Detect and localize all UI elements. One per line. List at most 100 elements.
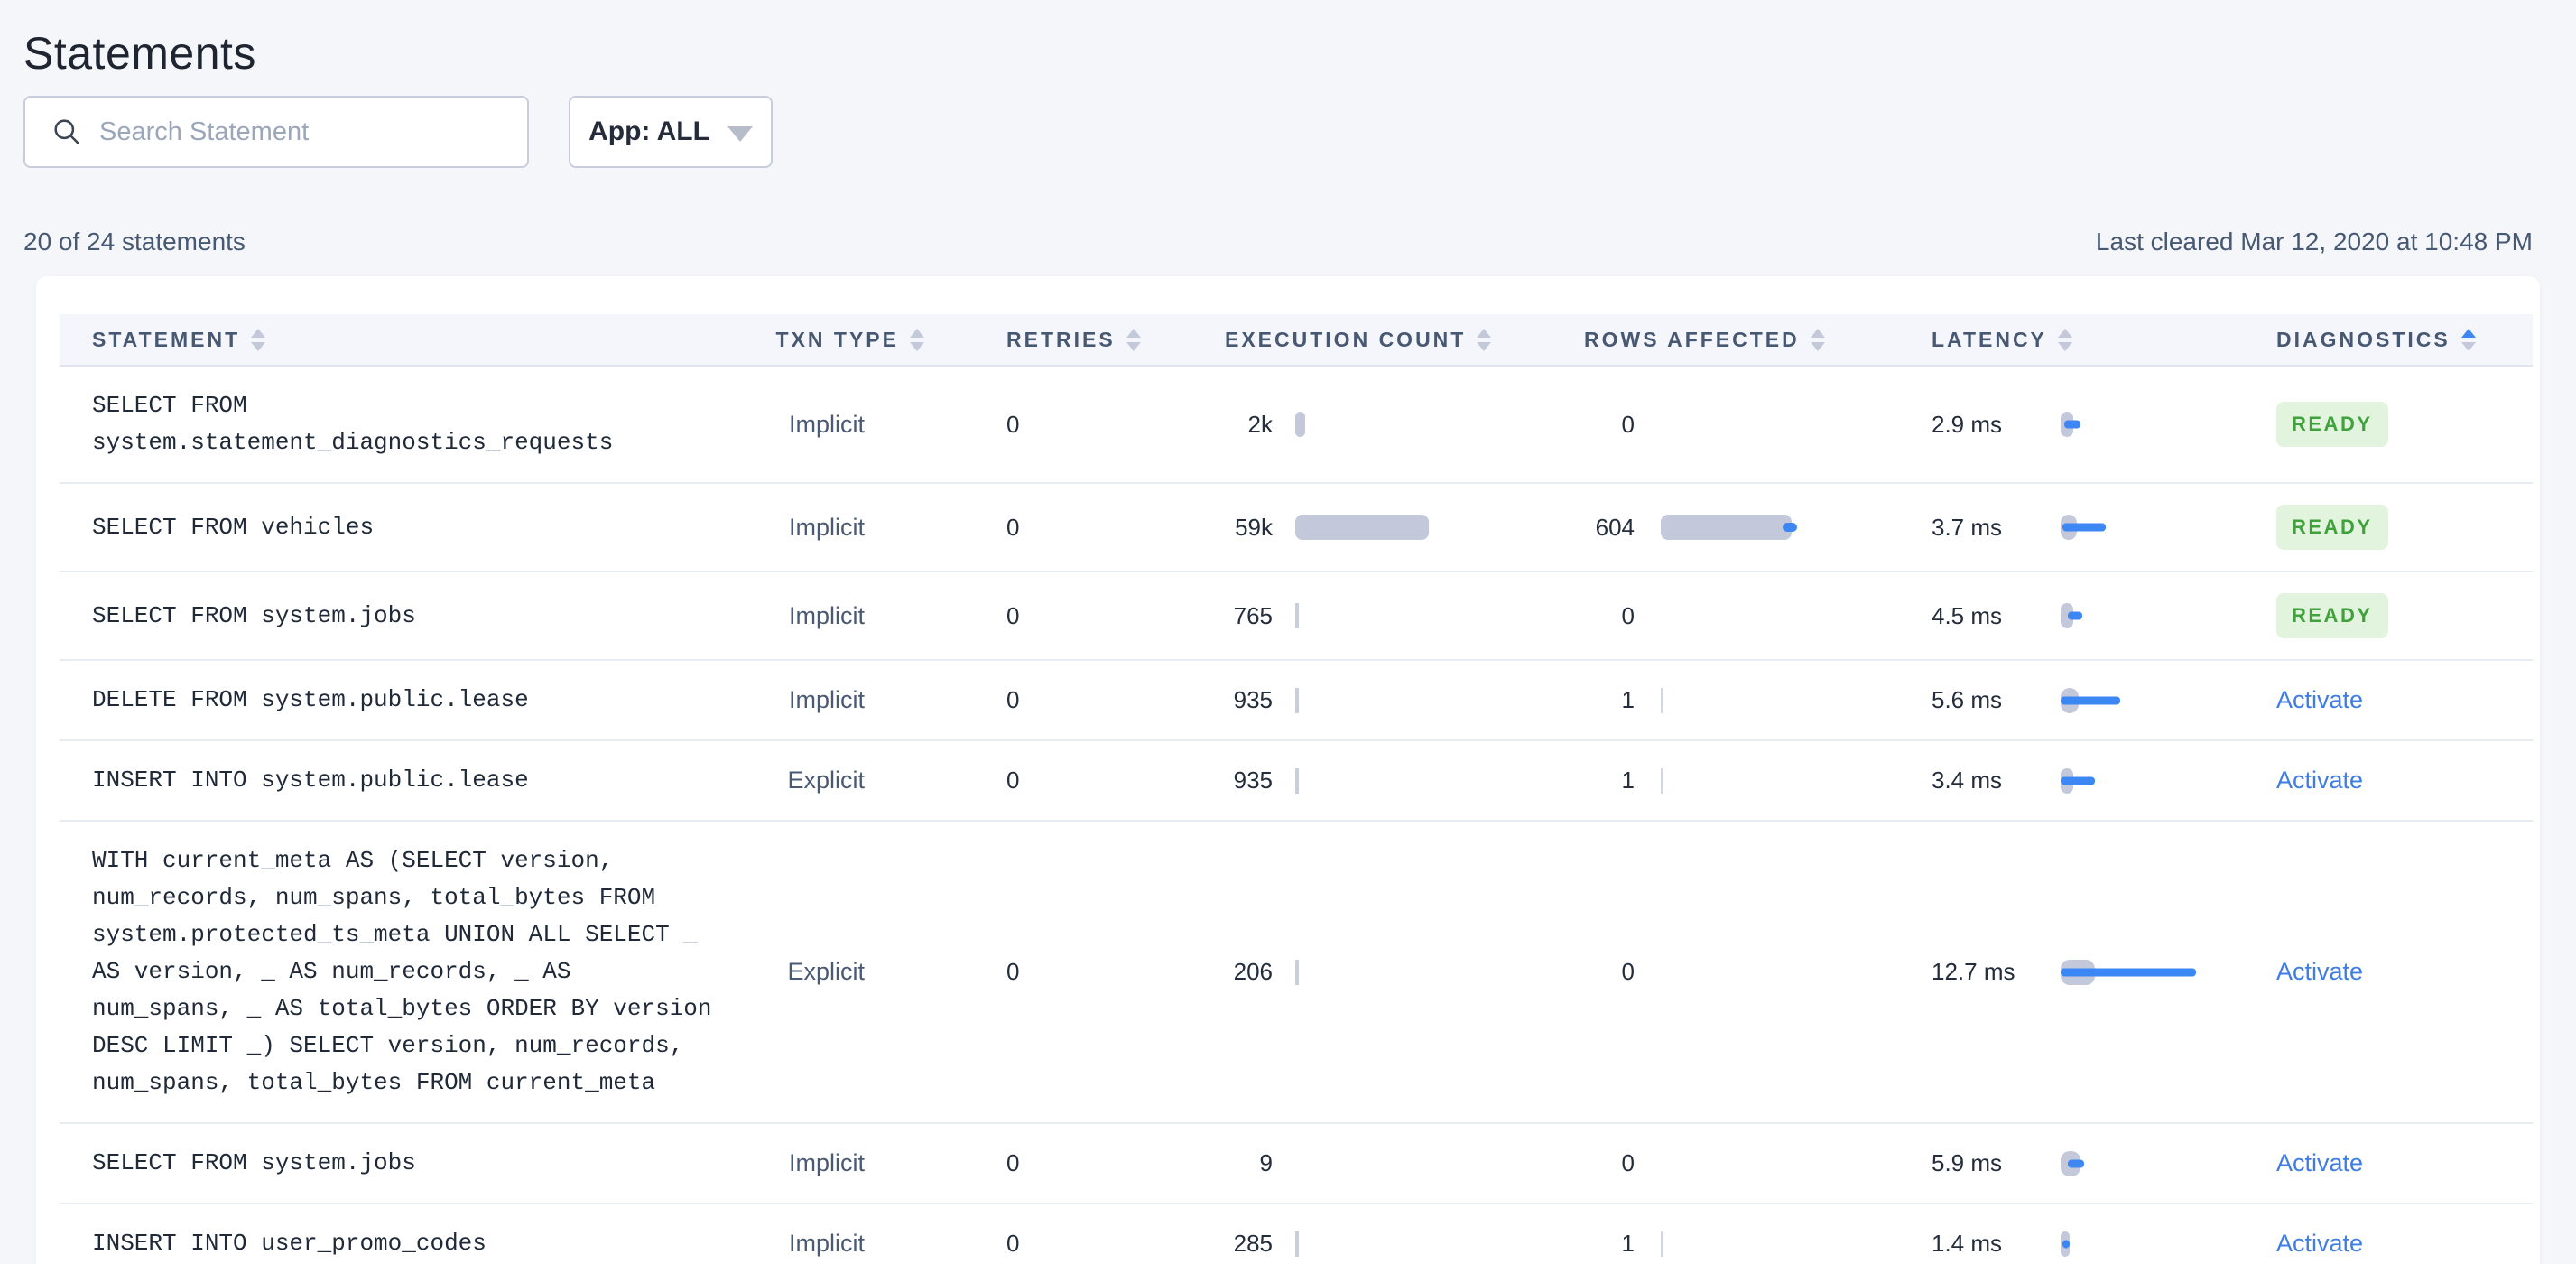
meta-row: 20 of 24 statements Last cleared Mar 12,… — [23, 228, 2533, 256]
execution-count-cell: 2k — [1206, 410, 1558, 439]
latency-bar-area — [2061, 767, 2217, 795]
diagnostics-cell: READY — [2217, 593, 2533, 638]
rows-affected-cell: 1 — [1558, 767, 1910, 795]
chevron-down-icon — [727, 125, 753, 142]
execution-count-bar-area — [1295, 1230, 1557, 1259]
sort-desc-icon — [251, 341, 266, 351]
activate-diagnostics-link[interactable]: Activate — [2276, 1149, 2364, 1176]
statement-text[interactable]: DELETE FROM system.public.lease — [92, 686, 529, 713]
statement-cell: SELECT FROM system.jobs — [60, 1145, 727, 1182]
retries-cell: 0 — [1006, 767, 1020, 794]
column-header-label: EXECUTION COUNT — [1225, 327, 1467, 351]
activate-diagnostics-link[interactable]: Activate — [2276, 686, 2364, 713]
txn-type-cell: Implicit — [788, 601, 865, 629]
latency-mean-bar — [2068, 1159, 2084, 1167]
sort-arrows — [1477, 328, 1492, 351]
rows-affected-bar-area — [1661, 686, 1904, 715]
table-row: INSERT INTO user_promo_codes Implicit 0 285… — [60, 1203, 2533, 1264]
sort-arrows — [910, 328, 924, 351]
table-row: SELECT FROM system.jobs Implicit 0 9 0 5.9 ms… — [60, 1122, 2533, 1203]
search-input[interactable] — [99, 100, 527, 163]
latency-value: 3.7 ms — [1932, 513, 2003, 541]
column-header-rows_affected[interactable]: ROWS AFFECTED — [1558, 314, 1910, 365]
txn-type-cell: Implicit — [788, 1149, 865, 1176]
column-header-diagnostics[interactable]: DIAGNOSTICS — [2217, 314, 2533, 365]
diagnostics-cell: Activate — [2217, 767, 2533, 795]
sort-desc-icon — [1126, 341, 1141, 351]
rows-affected-value: 0 — [1621, 1149, 1635, 1176]
txn-type-cell: Implicit — [788, 513, 865, 541]
rows-affected-value: 1 — [1621, 1230, 1635, 1257]
table-row: SELECT FROM system.jobs Implicit 0 765 0 4.5 … — [60, 571, 2533, 659]
statement-text[interactable]: INSERT INTO user_promo_codes — [92, 1230, 486, 1257]
search-icon — [51, 116, 83, 148]
txn-type-cell: Implicit — [788, 1230, 865, 1257]
rows-affected-cell: 1 — [1558, 686, 1910, 715]
column-header-label: ROWS AFFECTED — [1584, 327, 1800, 351]
rows-affected-bar-area — [1661, 601, 1904, 630]
execution-count-cell: 285 — [1206, 1230, 1558, 1259]
latency-value: 3.4 ms — [1932, 767, 2003, 794]
count-tick — [1661, 687, 1663, 713]
search-box[interactable] — [23, 96, 529, 168]
rows-affected-cell: 0 — [1558, 1149, 1910, 1178]
statement-cell: SELECT FROM system.jobs — [60, 598, 727, 635]
app-filter-dropdown[interactable]: App: ALL — [569, 96, 773, 168]
sort-desc-icon — [2460, 341, 2476, 351]
statement-text[interactable]: SELECT FROM system.statement_diagnostics… — [92, 392, 614, 456]
execution-count-bar-area — [1295, 686, 1557, 715]
latency-value: 1.4 ms — [1932, 1230, 2003, 1257]
count-tick — [1661, 767, 1663, 794]
column-header-execution_count[interactable]: EXECUTION COUNT — [1206, 314, 1558, 365]
rows-affected-value: 604 — [1595, 513, 1635, 541]
activate-diagnostics-link[interactable]: Activate — [2276, 767, 2364, 794]
table-body: SELECT FROM system.statement_diagnostics… — [60, 367, 2533, 1264]
column-header-latency[interactable]: LATENCY — [1910, 314, 2217, 365]
sort-desc-icon — [1477, 341, 1492, 351]
column-header-statement[interactable]: STATEMENT — [60, 314, 727, 365]
latency-cell: 5.9 ms — [1910, 1149, 2217, 1178]
column-header-label: LATENCY — [1932, 327, 2047, 351]
statement-cell: SELECT FROM system.statement_diagnostics… — [60, 387, 727, 461]
diagnostics-cell: Activate — [2217, 1230, 2533, 1258]
txn-type-cell: Explicit — [787, 958, 865, 985]
latency-bar-area — [2061, 513, 2217, 542]
execution-count-value: 935 — [1233, 686, 1273, 713]
diagnostics-cell: Activate — [2217, 686, 2533, 714]
statement-text[interactable]: WITH current_meta AS (SELECT version, nu… — [92, 847, 712, 1096]
activate-diagnostics-link[interactable]: Activate — [2276, 1230, 2364, 1257]
activate-diagnostics-link[interactable]: Activate — [2276, 958, 2364, 985]
sort-arrows — [2460, 328, 2476, 351]
column-header-retries[interactable]: RETRIES — [944, 314, 1206, 365]
statement-cell: SELECT FROM vehicles — [60, 509, 727, 546]
rows-affected-bar-area — [1661, 1230, 1904, 1259]
retries-cell: 0 — [1006, 1230, 1020, 1257]
execution-count-bar-area — [1295, 410, 1557, 439]
latency-cell: 4.5 ms — [1910, 601, 2217, 630]
statement-text[interactable]: SELECT FROM system.jobs — [92, 1149, 416, 1176]
toolbar: App: ALL — [23, 96, 2576, 168]
rows-affected-value: 1 — [1621, 767, 1635, 794]
diagnostics-ready-badge: READY — [2276, 505, 2388, 550]
execution-count-cell: 935 — [1206, 767, 1558, 795]
statement-text[interactable]: SELECT FROM system.jobs — [92, 601, 416, 629]
column-header-label: STATEMENT — [92, 327, 241, 351]
sort-arrows — [2057, 328, 2072, 351]
rows-affected-value: 0 — [1621, 601, 1635, 629]
table-row: WITH current_meta AS (SELECT version, nu… — [60, 820, 2533, 1122]
app-filter-label: App: ALL — [588, 116, 709, 146]
rows-affected-bar-area — [1661, 1149, 1904, 1178]
statement-cell: INSERT INTO user_promo_codes — [60, 1225, 727, 1262]
statement-text[interactable]: SELECT FROM vehicles — [92, 513, 375, 541]
statement-text[interactable]: INSERT INTO system.public.lease — [92, 767, 529, 794]
sort-arrows — [1810, 328, 1825, 351]
sort-asc-icon — [910, 328, 924, 338]
latency-bar-area — [2061, 1230, 2217, 1259]
execution-count-value: 206 — [1233, 958, 1273, 985]
column-header-txn_type[interactable]: TXN TYPE — [727, 314, 944, 365]
sort-asc-icon — [2460, 328, 2476, 338]
execution-count-cell: 9 — [1206, 1149, 1558, 1178]
latency-value: 5.6 ms — [1932, 686, 2003, 713]
table-row: INSERT INTO system.public.lease Explicit 0… — [60, 739, 2533, 820]
execution-count-value: 285 — [1233, 1230, 1273, 1257]
